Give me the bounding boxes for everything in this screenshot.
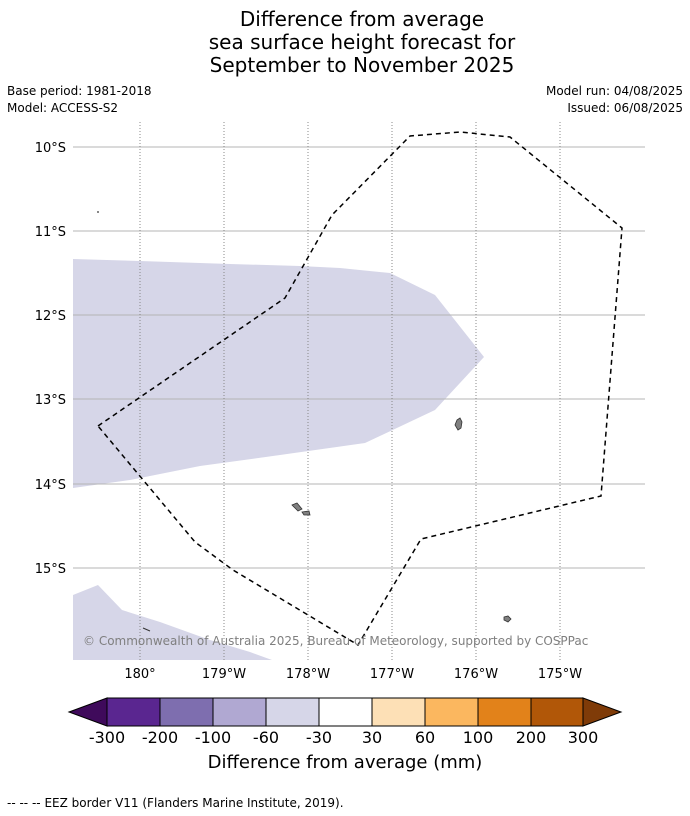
- colorbar-tick-label: -300: [89, 728, 125, 747]
- lon-label: 177°W: [370, 667, 414, 682]
- lat-label: 11°S: [35, 225, 66, 240]
- colorbar-tick-label: -100: [195, 728, 231, 747]
- colorbar-extend-low: [67, 697, 108, 727]
- colorbar-title: Difference from average (mm): [207, 752, 483, 773]
- eez-legend: -- -- -- EEZ border V11 (Flanders Marine…: [7, 796, 344, 810]
- islet-northwest: [97, 211, 99, 213]
- eez-legend-symbol: -- -- --: [7, 796, 41, 810]
- colorbar-tick-label: -200: [142, 728, 178, 747]
- eez-legend-text: EEZ border V11 (Flanders Marine Institut…: [44, 796, 344, 810]
- colorbar-tick-label: 30: [362, 728, 382, 747]
- colorbar-bin: [106, 697, 161, 727]
- island-wallis: [454, 417, 463, 431]
- map-area: © Commonwealth of Australia 2025, Bureau…: [73, 122, 645, 660]
- island-rotuma-2: [301, 510, 311, 516]
- base-period-text: Base period: 1981-2018: [7, 84, 152, 98]
- title-line-2: sea surface height forecast for: [208, 30, 516, 54]
- anomaly-region-main: [73, 259, 484, 488]
- island-futuna: [503, 615, 512, 623]
- colorbar-tick-label: -60: [253, 728, 279, 747]
- colorbar-bin: [477, 697, 532, 727]
- colorbar-tick-label: 300: [568, 728, 599, 747]
- lat-label: 12°S: [35, 309, 66, 324]
- colorbar-tick-label: 60: [415, 728, 435, 747]
- lon-label: 180°: [124, 667, 155, 682]
- colorbar-tick-label: -30: [306, 728, 332, 747]
- colorbar-bin: [371, 697, 426, 727]
- lon-label: 176°W: [454, 667, 498, 682]
- colorbar-ticks: -300 -200 -100 -60 -30 30 60 100 200 300: [89, 728, 598, 747]
- colorbar-bin: [318, 697, 373, 727]
- colorbar-bin: [265, 697, 320, 727]
- colorbar-extend-high: [582, 697, 623, 727]
- meta-right: Model run: 04/08/2025 Issued: 06/08/2025: [546, 83, 683, 117]
- lon-label: 175°W: [538, 667, 582, 682]
- model-run-text: Model run: 04/08/2025: [545, 84, 683, 98]
- colorbar-bin: [424, 697, 479, 727]
- title-line-1: Difference from average: [239, 7, 485, 31]
- issued-text: Issued: 06/08/2025: [567, 101, 683, 115]
- lat-label: 13°S: [35, 393, 66, 408]
- colorbar-bin: [159, 697, 214, 727]
- anomaly-region-south: [73, 585, 272, 660]
- lon-label: 178°W: [286, 667, 330, 682]
- copyright-text: © Commonwealth of Australia 2025, Bureau…: [83, 634, 588, 648]
- lat-labels: 10°S 11°S 12°S 13°S 14°S 15°S: [35, 141, 66, 577]
- colorbar: [67, 697, 623, 727]
- lat-label: 15°S: [35, 562, 66, 577]
- colorbar-bin: [530, 697, 584, 727]
- title-line-3: September to November 2025: [209, 53, 515, 77]
- meta-left: Base period: 1981-2018 Model: ACCESS-S2: [7, 83, 152, 117]
- islet-south: [142, 627, 151, 632]
- island-rotuma-1: [291, 502, 303, 512]
- eez-border: [96, 131, 623, 647]
- lon-label: 179°W: [202, 667, 246, 682]
- lat-gridlines: [73, 146, 645, 569]
- model-text: Model: ACCESS-S2: [7, 101, 119, 115]
- lon-labels: 180° 179°W 178°W 177°W 176°W 175°W: [124, 667, 582, 682]
- colorbar-tick-label: 100: [463, 728, 494, 747]
- colorbar-tick-label: 200: [516, 728, 547, 747]
- map-title: Difference from average sea surface heig…: [0, 8, 690, 77]
- colorbar-bin: [212, 697, 267, 727]
- lat-label: 14°S: [35, 478, 66, 493]
- lat-label: 10°S: [35, 141, 66, 156]
